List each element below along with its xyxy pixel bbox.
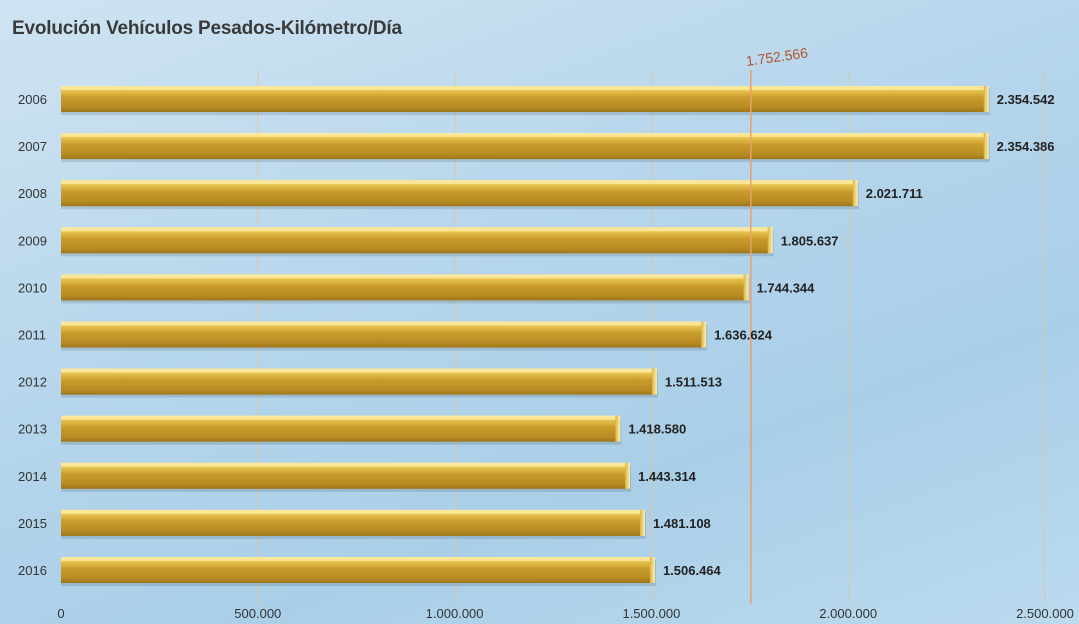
bar-highlight: [61, 86, 988, 90]
reference-line-label: 1.752.566: [745, 44, 809, 69]
bar: [61, 415, 620, 442]
bar: [61, 274, 748, 301]
value-label: 2.021.711: [866, 186, 923, 201]
bar: [61, 509, 644, 536]
bar-2011: [61, 321, 708, 351]
bar-end-cap: [852, 180, 858, 207]
bar-2013: [61, 415, 622, 445]
bar: [61, 557, 654, 583]
value-label: 2.354.542: [997, 92, 1055, 107]
bar-highlight: [61, 227, 772, 232]
bar-end-cap: [743, 274, 749, 301]
value-label: 1.636.624: [714, 328, 773, 343]
bar-end-cap: [701, 321, 707, 348]
bar: [61, 86, 988, 112]
value-label: 1.418.580: [628, 422, 686, 437]
bar: [61, 180, 857, 207]
x-tick-label: 500.000: [234, 606, 281, 621]
bar: [61, 227, 772, 254]
value-label: 1.443.314: [638, 469, 697, 484]
bar: [61, 133, 988, 160]
category-label: 2016: [18, 563, 47, 578]
bar-2007: [61, 133, 990, 163]
bar-2006: [61, 86, 990, 115]
bars: [61, 86, 990, 586]
value-label: 1.744.344: [757, 280, 816, 295]
bar: [61, 321, 706, 348]
bar-end-cap: [767, 227, 773, 254]
bar-end-cap: [615, 415, 621, 442]
chart-title: Evolución Vehículos Pesados-Kilómetro/Dí…: [12, 18, 402, 39]
category-label: 2015: [18, 516, 47, 531]
labels: 0 500.000 1.000.000 1.500.000 2.000.000 2.500…: [18, 92, 1074, 621]
bar-highlight: [61, 462, 630, 467]
x-tick-label: 2.000.000: [819, 606, 877, 621]
bar-end-cap: [639, 509, 645, 536]
category-label: 2013: [18, 422, 47, 437]
x-tick-label: 0: [57, 606, 64, 621]
value-label: 1.481.108: [653, 516, 711, 531]
bar-2008: [61, 180, 859, 210]
bar-2015: [61, 509, 646, 539]
bar-highlight: [61, 368, 656, 373]
bar-highlight: [61, 274, 748, 279]
category-label: 2008: [18, 186, 47, 201]
bar-highlight: [61, 557, 654, 561]
reference-line-group: 1.752.566: [745, 44, 809, 604]
category-label: 2007: [18, 139, 47, 154]
x-tick-label: 1.500.000: [622, 606, 680, 621]
category-label: 2006: [18, 92, 47, 107]
category-label: 2010: [18, 280, 47, 295]
x-tick-label: 1.000.000: [426, 606, 484, 621]
bar-2012: [61, 368, 658, 398]
bar-end-cap: [651, 368, 657, 395]
x-tick-label: 2.500.000: [1016, 606, 1074, 621]
bar-2016: [61, 557, 656, 586]
bar-end-cap: [983, 86, 989, 112]
bar: [61, 462, 630, 489]
value-label: 2.354.386: [997, 139, 1055, 154]
bar-2014: [61, 462, 632, 492]
bar-highlight: [61, 509, 644, 514]
category-label: 2012: [18, 375, 47, 390]
category-label: 2011: [18, 328, 46, 343]
bar-highlight: [61, 321, 706, 326]
category-label: 2014: [18, 469, 47, 484]
bar-end-cap: [983, 133, 989, 160]
category-label: 2009: [18, 233, 47, 248]
bar-end-cap: [649, 557, 655, 583]
value-label: 1.511.513: [665, 375, 722, 390]
bar-end-cap: [625, 462, 631, 489]
bar-highlight: [61, 180, 857, 185]
bar-2009: [61, 227, 774, 257]
value-label: 1.805.637: [781, 233, 839, 248]
bar-2010: [61, 274, 750, 304]
bar-highlight: [61, 415, 620, 420]
bar: [61, 368, 656, 395]
value-label: 1.506.464: [663, 563, 722, 578]
bar-highlight: [61, 133, 988, 138]
